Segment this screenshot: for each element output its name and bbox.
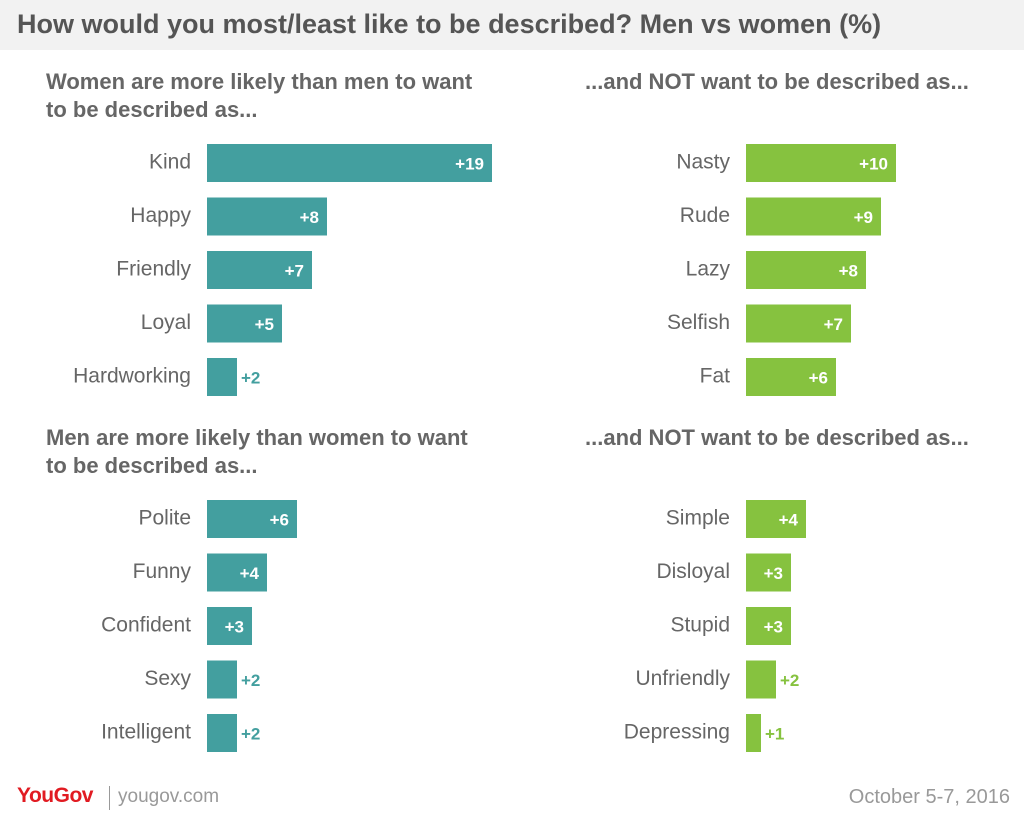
category-label: Selfish: [667, 311, 730, 334]
footer: YouGov yougov.com October 5-7, 2016: [0, 776, 1024, 816]
bar: [746, 197, 881, 236]
category-label: Fat: [700, 365, 731, 388]
value-label: +2: [241, 368, 260, 387]
category-label: Loyal: [141, 311, 191, 334]
category-label: Lazy: [686, 258, 731, 281]
panel-heading-men-want: Men are more likely than women to want t…: [46, 425, 468, 478]
category-label: Nasty: [676, 151, 730, 174]
value-label: +2: [241, 724, 260, 743]
category-label: Intelligent: [101, 721, 191, 744]
bar: [207, 660, 237, 699]
value-label: +10: [859, 154, 888, 173]
category-label: Friendly: [116, 258, 191, 281]
panel-heading-women-want: Women are more likely than men to want t…: [46, 69, 473, 122]
bar: [207, 251, 312, 289]
bar: [207, 553, 267, 592]
value-label: +19: [455, 154, 484, 173]
value-label: +3: [764, 617, 783, 636]
panel-women-not-want: ...and NOT want to be described as... Na…: [585, 68, 1024, 428]
category-label: Kind: [149, 151, 191, 174]
value-label: +1: [765, 724, 784, 743]
category-label: Stupid: [670, 614, 730, 637]
bar: [207, 500, 297, 538]
panel-men-not-want: ...and NOT want to be described as... Si…: [585, 424, 1024, 784]
panel-men-want: Men are more likely than women to want t…: [46, 424, 516, 784]
category-label: Disloyal: [656, 560, 730, 583]
value-label: +4: [779, 510, 799, 529]
bar: [207, 144, 492, 182]
value-label: +8: [300, 208, 319, 227]
category-label: Hardworking: [73, 365, 191, 388]
bar-chart-men-not-want: Simple +4 Disloyal +3 Stupid +3 Unfriendly +2 De…: [624, 500, 806, 752]
value-label: +4: [240, 564, 260, 583]
category-label: Happy: [130, 204, 191, 227]
bar: [746, 251, 866, 289]
logo-divider: [109, 786, 110, 810]
bar: [207, 714, 237, 752]
value-label: +3: [225, 617, 244, 636]
bar: [746, 304, 851, 343]
value-label: +3: [764, 564, 783, 583]
bar: [746, 607, 791, 645]
value-label: +6: [809, 368, 828, 387]
panel-heading-women-not-want: ...and NOT want to be described as...: [585, 69, 969, 94]
value-label: +8: [839, 261, 858, 280]
category-label: Rude: [680, 204, 730, 227]
bar-chart-women-want: Kind +19 Happy +8 Friendly +7 Loyal +5 Hardworki…: [73, 144, 492, 396]
value-label: +6: [270, 510, 289, 529]
chart-title: How would you most/least like to be desc…: [17, 9, 882, 39]
value-label: +2: [241, 671, 260, 690]
bar: [207, 607, 252, 645]
bar: [746, 714, 761, 752]
bar: [746, 500, 806, 538]
value-label: +2: [780, 671, 799, 690]
yougov-logo[interactable]: YouGov: [17, 784, 93, 807]
bar: [746, 660, 776, 699]
value-label: +5: [255, 315, 274, 334]
value-label: +7: [285, 261, 304, 280]
site-link[interactable]: yougov.com: [118, 786, 220, 807]
bar-chart-men-want: Polite +6 Funny +4 Confident +3 Sexy +2 Intellig…: [101, 500, 297, 752]
bar: [746, 144, 896, 182]
bar-chart-women-not-want: Nasty +10 Rude +9 Lazy +8 Selfish +7 Fat +6: [667, 144, 896, 396]
bar: [207, 197, 327, 236]
panel-women-want: Women are more likely than men to want t…: [46, 68, 516, 428]
category-label: Simple: [666, 507, 730, 530]
bar: [207, 358, 237, 396]
category-label: Sexy: [144, 667, 191, 690]
category-label: Polite: [138, 507, 191, 530]
category-label: Depressing: [624, 721, 730, 744]
bar: [746, 553, 791, 592]
bar: [207, 304, 282, 343]
header-bar: How would you most/least like to be desc…: [0, 0, 1024, 50]
value-label: +9: [854, 208, 873, 227]
bar: [746, 358, 836, 396]
panel-heading-men-not-want: ...and NOT want to be described as...: [585, 425, 969, 450]
category-label: Unfriendly: [635, 667, 730, 690]
survey-date: October 5-7, 2016: [848, 786, 1010, 808]
value-label: +7: [824, 315, 843, 334]
category-label: Confident: [101, 614, 191, 637]
category-label: Funny: [133, 560, 192, 583]
